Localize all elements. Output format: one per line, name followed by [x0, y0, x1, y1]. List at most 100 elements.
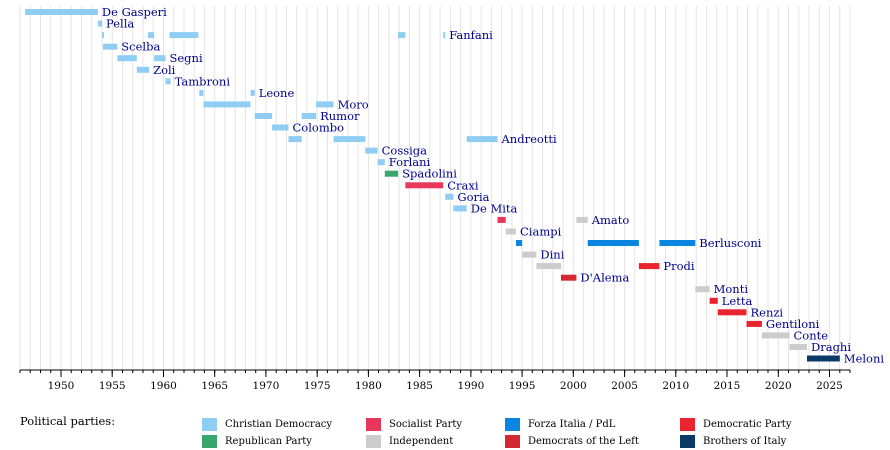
term-bar [695, 286, 710, 293]
legend-item: Independent [366, 435, 453, 448]
legend-label: Forza Italia / PdL [528, 419, 616, 430]
pm-name-label: Leone [259, 86, 295, 100]
pm-name-label: Segni [170, 51, 203, 65]
legend-swatch [680, 435, 695, 448]
x-tick-label: 2010 [662, 380, 689, 392]
term-bar [316, 101, 334, 108]
term-bar [384, 170, 399, 177]
legend-item: Republican Party [202, 435, 312, 448]
x-tick-label: 2000 [560, 380, 587, 392]
legend-swatch [505, 435, 520, 448]
term-bar [561, 274, 577, 281]
pm-name-label: Craxi [447, 178, 479, 192]
legend-label: Brothers of Italy [703, 436, 787, 447]
pm-name-label: Goria [457, 190, 489, 204]
x-axis: 1950 1955 1960 1965 1970 1975 1980 1985 1990 1995… [19, 369, 851, 392]
term-bar [789, 344, 807, 350]
term-bar [301, 113, 317, 119]
legend-label: Christian Democracy [225, 419, 333, 430]
term-bar [250, 89, 255, 96]
term-bar [117, 55, 137, 62]
pm-name-label: Draghi [811, 340, 851, 354]
pm-name-label: Pella [106, 17, 134, 31]
x-tick-label: 1965 [201, 380, 228, 392]
term-bar [443, 32, 446, 39]
x-tick-label: 2015 [714, 380, 741, 392]
term-bar [288, 136, 302, 143]
pm-name-label: Amato [591, 213, 630, 227]
x-tick-label: 2020 [765, 380, 792, 392]
term-bar [136, 66, 150, 73]
grid-layer [19, 6, 851, 370]
pm-name-label: Letta [722, 294, 753, 308]
legend-label: Democratic Party [703, 419, 792, 430]
legend-item: Democratic Party [680, 418, 791, 431]
pm-name-label: Moro [338, 97, 369, 111]
legend-label: Democrats of the Left [528, 436, 639, 447]
pm-name-label: Tambroni [175, 74, 231, 88]
pm-name-label: Forlani [389, 155, 431, 169]
pm-name-label: Fanfani [449, 28, 493, 42]
term-bar [203, 101, 251, 108]
pm-name-label: De Mita [471, 201, 518, 215]
legend-item: Socialist Party [366, 418, 462, 431]
legend-item: Brothers of Italy [680, 435, 786, 448]
pm-name-label: Renzi [751, 305, 784, 319]
pm-name-label: Spadolini [402, 167, 457, 181]
term-bar [659, 240, 696, 246]
legend-title: Political parties: [20, 414, 116, 428]
term-bar [505, 228, 516, 235]
term-bar [405, 182, 444, 189]
term-bar [445, 193, 454, 200]
term-bar [638, 263, 660, 270]
legend-item: Democrats of the Left [505, 435, 639, 448]
term-bar [497, 216, 506, 223]
legend-label: Republican Party [225, 436, 312, 447]
pm-name-label: Ciampi [520, 225, 562, 239]
pm-name-label: Meloni [844, 352, 885, 366]
pm-name-label: Prodi [663, 259, 695, 273]
term-bar [365, 147, 378, 154]
pm-name-label: Rumor [320, 109, 360, 123]
term-bar [536, 263, 561, 270]
term-bar [709, 297, 718, 304]
pm-name-label: Zoli [153, 63, 176, 77]
pm-name-label: Conte [794, 328, 829, 342]
x-tick-label: 1960 [150, 380, 177, 392]
term-bar [746, 320, 762, 327]
legend-item: Christian Democracy [202, 418, 332, 431]
legend-label: Independent [389, 436, 454, 447]
term-bar [807, 355, 840, 362]
term-bar [522, 251, 537, 258]
term-bar [148, 32, 155, 39]
pm-name-label: Cossiga [382, 144, 428, 158]
bar-layer [25, 9, 840, 362]
pm-name-label: Scelba [121, 40, 160, 54]
legend-swatch [366, 435, 381, 448]
x-tick-label: 1980 [355, 380, 382, 392]
pm-name-label: D'Alema [580, 271, 629, 285]
legend-swatch [366, 418, 381, 431]
term-bar [576, 216, 588, 223]
term-bar [25, 9, 98, 15]
x-tick-label: 1955 [99, 380, 126, 392]
pm-name-label: Gentiloni [766, 317, 820, 331]
legend-swatch [202, 418, 217, 431]
term-bar [254, 113, 273, 119]
x-tick-label: 2005 [611, 380, 638, 392]
legend-label: Socialist Party [389, 419, 463, 430]
legend-swatch [680, 418, 695, 431]
x-tick-label: 1985 [406, 380, 433, 392]
term-bar [717, 309, 747, 316]
term-bar [466, 136, 498, 143]
legend-swatch [505, 418, 520, 431]
pm-name-label: De Gasperi [102, 5, 167, 19]
x-tick-label: 1970 [253, 380, 280, 392]
term-bar [169, 32, 199, 39]
pm-name-label: Colombo [293, 121, 345, 135]
term-bar [102, 32, 104, 39]
term-bar [761, 332, 790, 339]
term-bar [516, 240, 523, 246]
